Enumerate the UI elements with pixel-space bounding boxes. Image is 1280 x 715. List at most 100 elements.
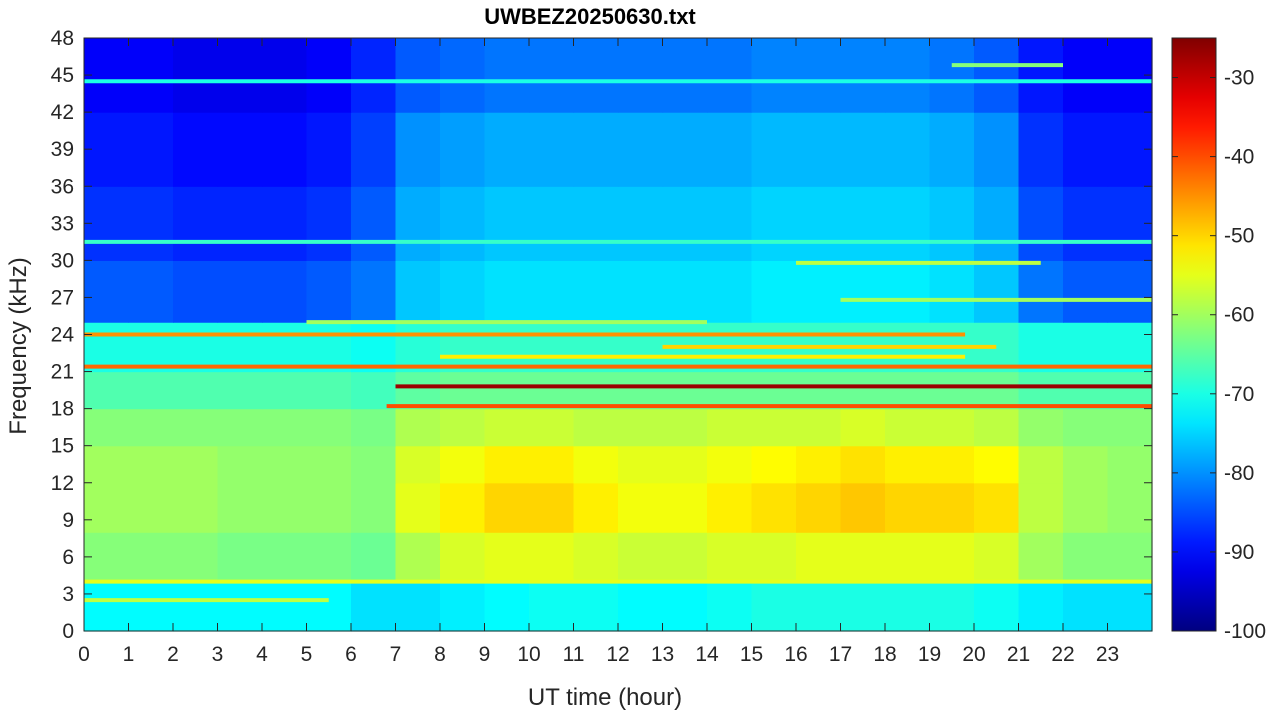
heatmap-cell xyxy=(351,408,397,447)
heatmap-cell xyxy=(217,408,263,447)
heatmap-cell xyxy=(707,186,753,261)
x-tick-label: 21 xyxy=(1007,643,1030,666)
heatmap-cell xyxy=(529,38,575,113)
heatmap-cell xyxy=(573,532,619,583)
heatmap-cell xyxy=(262,38,308,113)
heatmap-cell xyxy=(662,112,708,187)
heatmap-cell xyxy=(974,581,1020,632)
heatmap-cell xyxy=(128,371,174,410)
heatmap-cell xyxy=(1063,322,1109,373)
heatmap-cell xyxy=(707,260,753,323)
heatmap-cell xyxy=(173,445,219,484)
heatmap-cell xyxy=(306,371,352,410)
heatmap-cell xyxy=(440,371,486,410)
heatmap-cell xyxy=(173,186,219,261)
heatmap-cell xyxy=(885,112,931,187)
heatmap-cell xyxy=(484,532,530,583)
heatmap-cell xyxy=(262,581,308,632)
x-tick-label: 6 xyxy=(345,643,357,666)
heatmap-cell xyxy=(1018,38,1064,113)
heatmap-cell xyxy=(395,186,441,261)
heatmap-cell xyxy=(751,112,797,187)
heatmap-cell xyxy=(1107,482,1153,533)
chart-title: UWBEZ20250630.txt xyxy=(484,4,696,29)
heatmap-cell xyxy=(751,408,797,447)
heatmap-cell xyxy=(707,38,753,113)
heatmap-cell xyxy=(1107,371,1153,410)
emission-lines xyxy=(84,63,1152,603)
heatmap-cell xyxy=(440,112,486,187)
heatmap-cell xyxy=(128,445,174,484)
x-tick-label: 0 xyxy=(78,643,90,666)
heatmap-cell xyxy=(618,482,664,533)
heatmap-cell xyxy=(573,445,619,484)
heatmap-cell xyxy=(351,482,397,533)
heatmap-cell xyxy=(262,532,308,583)
y-tick-label: 15 xyxy=(51,435,74,458)
heatmap-cell xyxy=(885,445,931,484)
colorbar-tick-label: -70 xyxy=(1224,383,1254,406)
heatmap-cell xyxy=(929,581,975,632)
heatmap-cell xyxy=(262,322,308,373)
heatmap-cell xyxy=(885,186,931,261)
heatmap-cell xyxy=(529,482,575,533)
heatmap-cell xyxy=(573,322,619,373)
colorbar-gradient xyxy=(1171,37,1217,632)
heatmap-cell xyxy=(1063,112,1109,187)
heatmap-cell xyxy=(440,38,486,113)
heatmap-cell xyxy=(929,186,975,261)
x-tick-label: 1 xyxy=(123,643,135,666)
heatmap-cell xyxy=(929,482,975,533)
heatmap-cell xyxy=(128,408,174,447)
heatmap-cell xyxy=(885,482,931,533)
heatmap-cell xyxy=(1018,581,1064,632)
heatmap-cell xyxy=(306,260,352,323)
heatmap-cell xyxy=(395,581,441,632)
heatmap-cell xyxy=(1018,260,1064,323)
heatmap-cell xyxy=(751,532,797,583)
heatmap-cell xyxy=(306,112,352,187)
x-tick-label: 14 xyxy=(695,643,719,666)
heatmap-cell xyxy=(796,186,842,261)
heatmap-cell xyxy=(1063,532,1109,583)
heatmap-cell xyxy=(751,482,797,533)
heatmap-cell xyxy=(1063,371,1109,410)
heatmap-cell xyxy=(974,186,1020,261)
heatmap-cell xyxy=(618,371,664,410)
heatmap-cell xyxy=(1063,260,1109,323)
heatmap-cell xyxy=(173,260,219,323)
heatmap-cell xyxy=(84,581,130,632)
heatmap-cell xyxy=(1018,322,1064,373)
heatmap-cell xyxy=(662,581,708,632)
heatmap-cell xyxy=(1063,482,1109,533)
heatmap-cell xyxy=(974,532,1020,583)
x-tick-label: 8 xyxy=(434,643,446,666)
heatmap-cell xyxy=(84,322,130,373)
heatmap-cell xyxy=(974,38,1020,113)
heatmap-cell xyxy=(395,260,441,323)
heatmap-cell xyxy=(529,186,575,261)
heatmap-cell xyxy=(217,445,263,484)
x-tick-label: 16 xyxy=(784,643,807,666)
heatmap-cell xyxy=(1107,581,1153,632)
heatmap-cell xyxy=(529,112,575,187)
heatmap-cell xyxy=(573,112,619,187)
heatmap-cell xyxy=(351,38,397,113)
x-tick-label: 18 xyxy=(873,643,896,666)
heatmap-cell xyxy=(840,581,886,632)
x-tick-label: 22 xyxy=(1051,643,1074,666)
heatmap-cell xyxy=(1107,322,1153,373)
heatmap-area xyxy=(84,38,1153,632)
heatmap-cell xyxy=(484,371,530,410)
y-tick-label: 30 xyxy=(51,249,74,272)
heatmap-cell xyxy=(885,581,931,632)
heatmap-cell xyxy=(484,581,530,632)
heatmap-cell xyxy=(618,581,664,632)
heatmap-cell xyxy=(796,445,842,484)
heatmap-cell xyxy=(796,408,842,447)
heatmap-cell xyxy=(351,260,397,323)
heatmap-cell xyxy=(1063,408,1109,447)
heatmap-cell xyxy=(484,482,530,533)
heatmap-cell xyxy=(173,112,219,187)
